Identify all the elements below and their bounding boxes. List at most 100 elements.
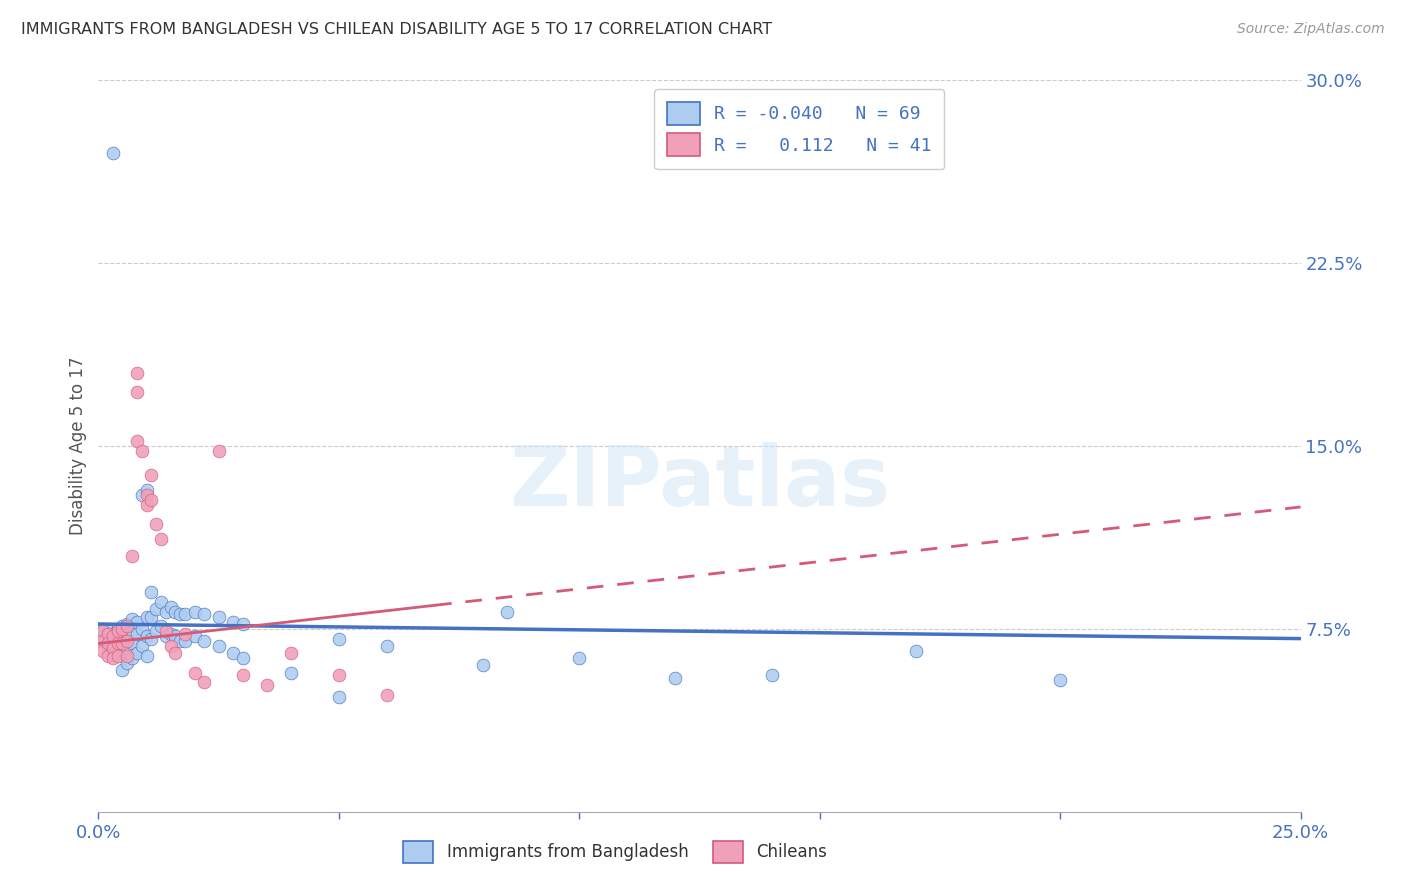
Point <box>121 636 143 650</box>
Point <box>107 636 129 650</box>
Point <box>91 644 114 658</box>
Point <box>159 639 181 653</box>
Point <box>141 492 163 507</box>
Point <box>107 646 129 660</box>
Point <box>165 629 187 643</box>
Point <box>135 629 157 643</box>
Point <box>165 646 187 660</box>
Point <box>1049 673 1071 687</box>
Point <box>568 651 591 665</box>
Point <box>664 671 686 685</box>
Y-axis label: Disability Age 5 to 17: Disability Age 5 to 17 <box>69 357 87 535</box>
Point <box>174 607 197 622</box>
Point <box>101 629 124 643</box>
Point <box>131 639 153 653</box>
Point <box>121 651 143 665</box>
Point <box>232 651 254 665</box>
Point <box>111 632 134 646</box>
Point <box>328 632 350 646</box>
Point <box>107 648 129 663</box>
Point <box>183 665 205 680</box>
Point <box>91 629 114 643</box>
Point <box>193 607 215 622</box>
Point <box>111 636 134 650</box>
Point <box>165 605 187 619</box>
Point <box>169 607 191 622</box>
Point <box>125 626 148 640</box>
Point <box>155 624 177 639</box>
Point <box>125 385 148 400</box>
Point <box>117 619 139 633</box>
Point <box>131 443 153 458</box>
Point <box>135 483 157 497</box>
Point <box>117 634 139 648</box>
Point <box>145 624 167 639</box>
Point <box>149 595 172 609</box>
Point <box>328 690 350 705</box>
Point <box>904 644 927 658</box>
Point <box>125 366 148 380</box>
Point <box>121 549 143 563</box>
Point <box>761 668 783 682</box>
Point <box>131 488 153 502</box>
Point <box>101 146 124 161</box>
Point <box>208 639 231 653</box>
Point <box>107 634 129 648</box>
Point <box>117 629 139 643</box>
Point <box>159 599 181 614</box>
Point <box>117 656 139 670</box>
Text: Source: ZipAtlas.com: Source: ZipAtlas.com <box>1237 22 1385 37</box>
Point <box>280 665 302 680</box>
Point <box>97 639 120 653</box>
Point <box>101 641 124 656</box>
Point <box>107 624 129 639</box>
Text: IMMIGRANTS FROM BANGLADESH VS CHILEAN DISABILITY AGE 5 TO 17 CORRELATION CHART: IMMIGRANTS FROM BANGLADESH VS CHILEAN DI… <box>21 22 772 37</box>
Point <box>496 605 519 619</box>
Point <box>101 626 124 640</box>
Point <box>174 626 197 640</box>
Point <box>91 634 114 648</box>
Point <box>135 609 157 624</box>
Point <box>97 648 120 663</box>
Point <box>135 488 157 502</box>
Point <box>155 605 177 619</box>
Legend: Immigrants from Bangladesh, Chileans: Immigrants from Bangladesh, Chileans <box>396 835 834 869</box>
Point <box>117 617 139 632</box>
Point <box>101 651 124 665</box>
Text: ZIPatlas: ZIPatlas <box>509 442 890 523</box>
Point <box>111 622 134 636</box>
Point <box>328 668 350 682</box>
Point <box>222 615 245 629</box>
Point <box>121 624 143 639</box>
Point <box>472 658 495 673</box>
Point <box>111 648 134 663</box>
Point <box>141 585 163 599</box>
Point <box>145 602 167 616</box>
Point <box>149 619 172 633</box>
Point <box>97 624 120 639</box>
Point <box>193 675 215 690</box>
Point <box>135 498 157 512</box>
Point <box>97 636 120 650</box>
Point <box>131 622 153 636</box>
Point <box>111 619 134 633</box>
Point <box>141 632 163 646</box>
Point <box>125 434 148 449</box>
Point <box>141 609 163 624</box>
Point <box>107 622 129 636</box>
Point <box>117 644 139 658</box>
Point <box>155 629 177 643</box>
Point <box>145 516 167 531</box>
Point <box>135 648 157 663</box>
Point <box>141 468 163 483</box>
Point <box>183 605 205 619</box>
Point <box>159 626 181 640</box>
Point <box>169 634 191 648</box>
Point <box>222 646 245 660</box>
Point <box>111 663 134 677</box>
Point <box>97 626 120 640</box>
Point <box>91 624 114 639</box>
Point <box>125 646 148 660</box>
Point <box>375 639 398 653</box>
Point <box>232 668 254 682</box>
